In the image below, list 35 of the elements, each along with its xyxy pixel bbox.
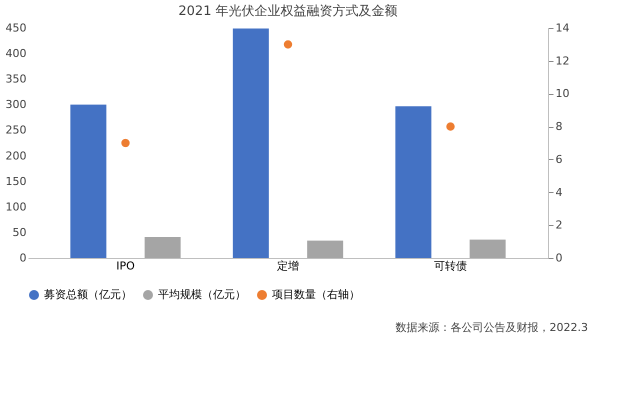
y2-tick-label: 8 [556, 120, 562, 134]
y2-tick-label: 4 [556, 186, 562, 199]
chart-title: 2021 年光伏企业权益融资方式及金额 [178, 3, 398, 19]
bar [395, 106, 432, 258]
point [284, 40, 292, 49]
bar [144, 237, 181, 258]
point [121, 138, 130, 148]
y-tick-label: 250 [6, 124, 26, 137]
bar [470, 240, 506, 258]
point [446, 122, 455, 131]
bar [232, 28, 269, 258]
y-tick-label: 50 [12, 226, 26, 239]
y-tick-label: 200 [6, 149, 26, 162]
bar [70, 104, 106, 258]
y-tick-label: 300 [6, 98, 26, 112]
y2-tick-label: 2 [556, 218, 562, 232]
legend-label: 募资总额（亿元） [44, 288, 132, 301]
source-note: 数据来源：各公司公告及财报，2022.3 [396, 321, 588, 334]
legend-label: 项目数量（右轴） [272, 288, 360, 301]
legend-label: 平均规模（亿元） [158, 288, 246, 301]
y-tick-label: 100 [6, 200, 26, 214]
y-tick-label: 400 [6, 47, 26, 60]
bar [307, 240, 344, 258]
y2-tick-label: 12 [556, 54, 570, 68]
y2-tick-label: 10 [556, 87, 570, 100]
y2-tick-label: 14 [556, 22, 570, 34]
y-tick-label: 150 [6, 174, 26, 188]
y2-tick-label: 6 [556, 152, 562, 166]
y-tick-label: 0 [20, 252, 26, 264]
y-tick-label: 350 [6, 72, 26, 86]
y-tick-label: 450 [6, 22, 26, 34]
y2-tick-label: 0 [556, 252, 562, 264]
x-tick-label: IPO [116, 260, 136, 272]
x-tick-label: 可转债 [434, 260, 467, 272]
x-tick-label: 定增 [277, 260, 299, 272]
